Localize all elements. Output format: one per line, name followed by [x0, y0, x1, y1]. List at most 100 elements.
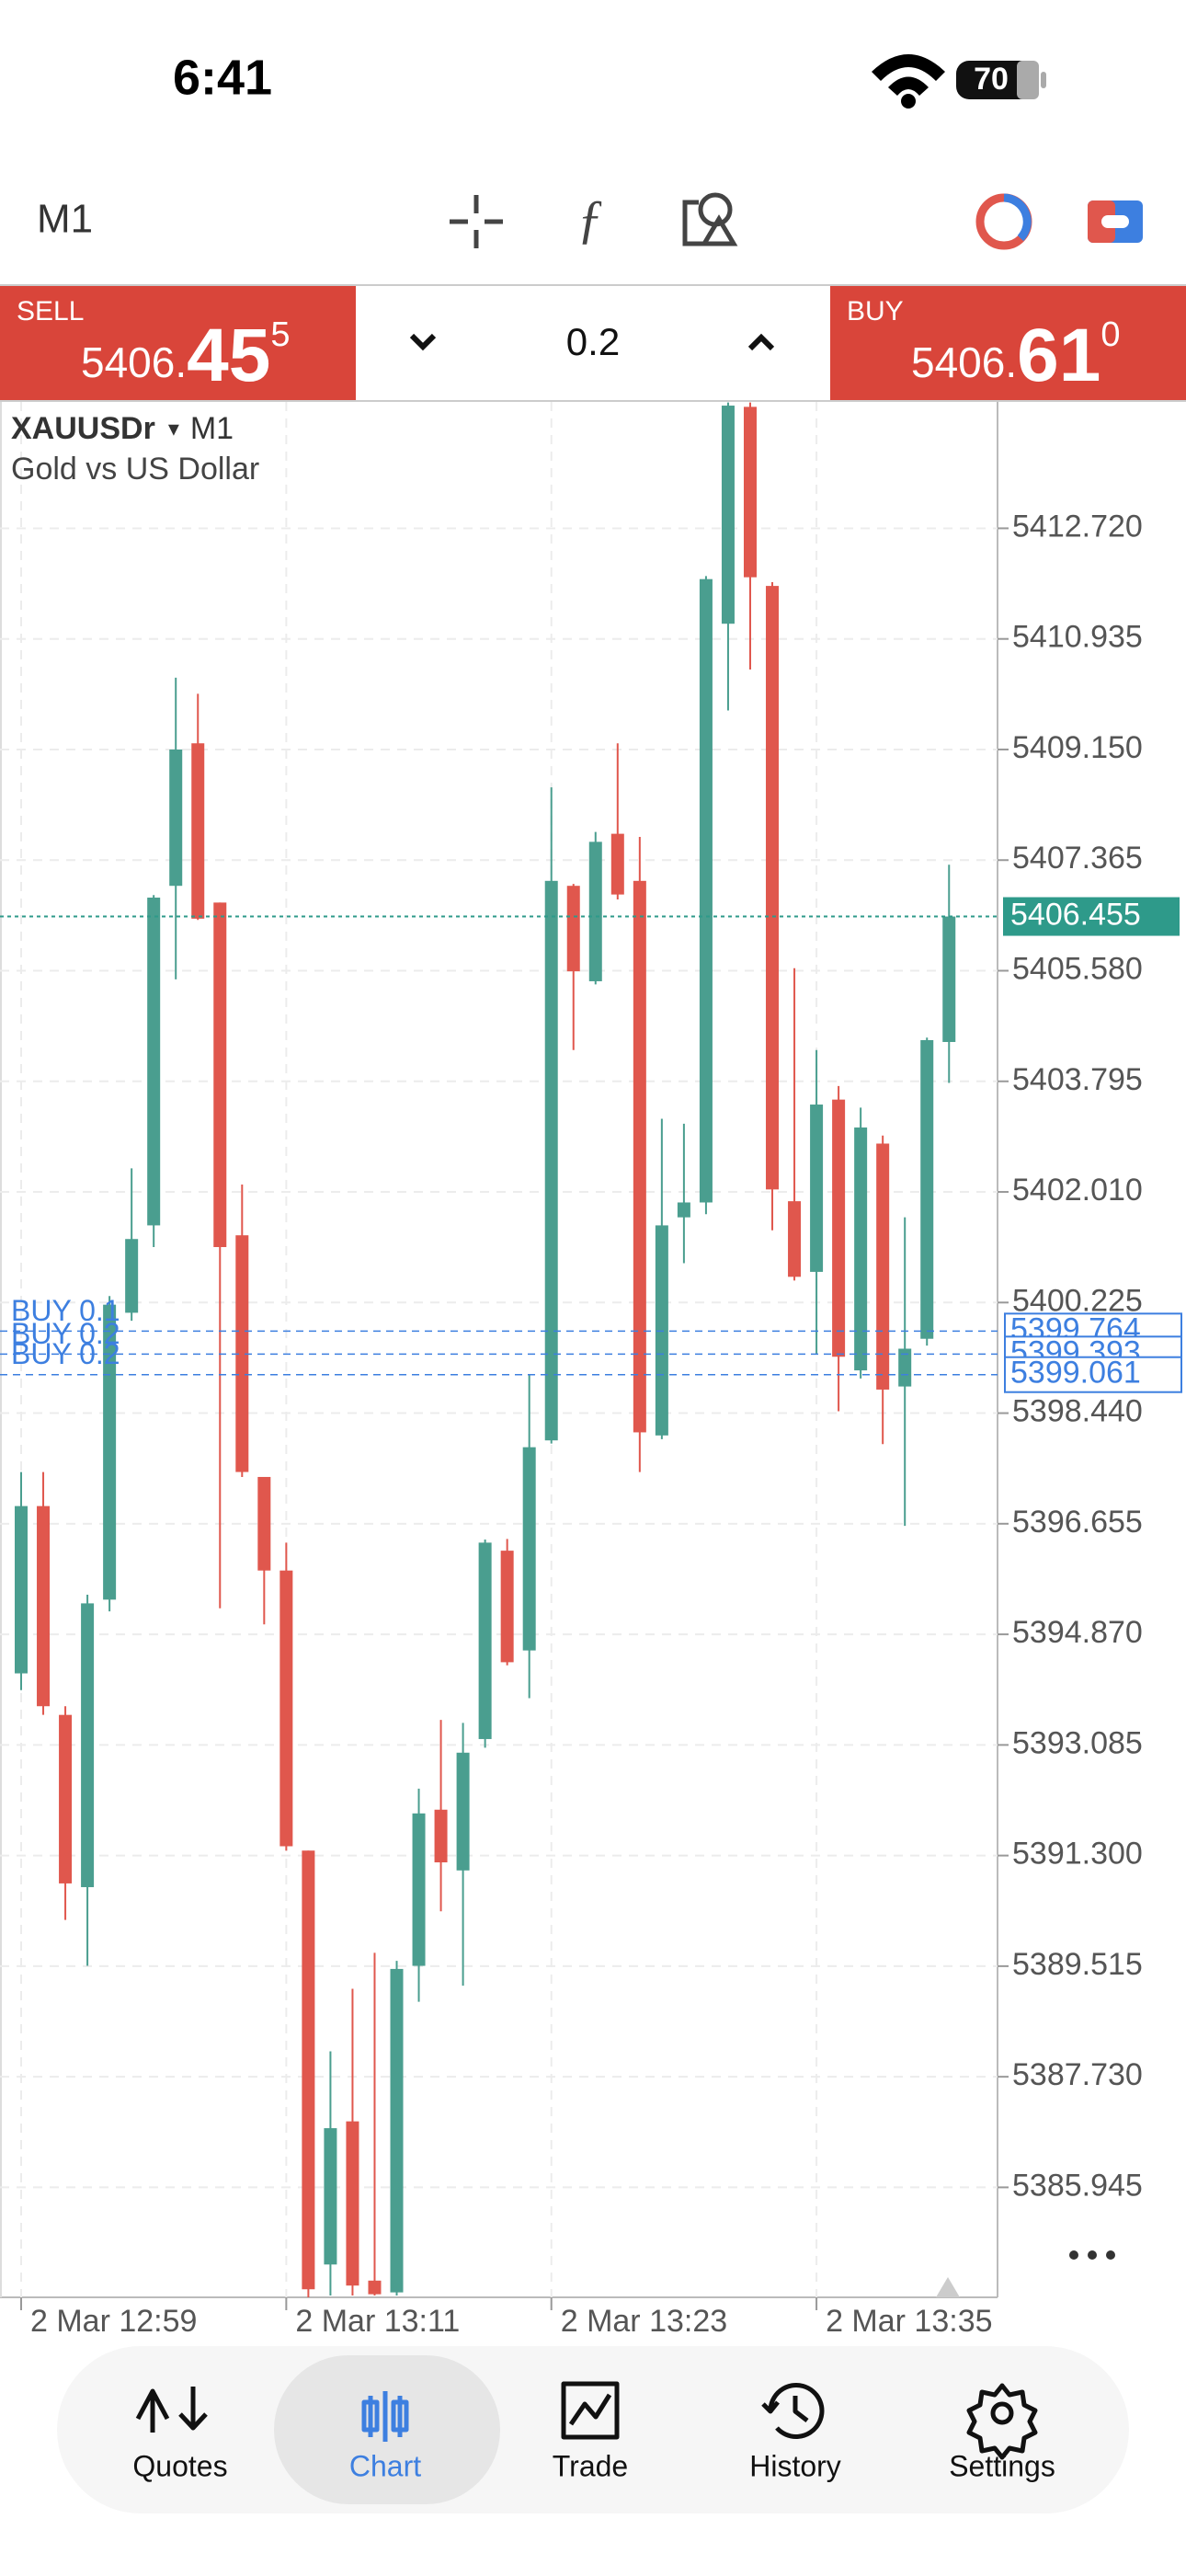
nav-label[interactable]: Quotes [132, 2449, 227, 2482]
candle-body [125, 1239, 139, 1313]
account-icon[interactable] [975, 193, 1032, 250]
order-price-label: 5399.061 [1010, 1356, 1141, 1391]
order-label: BUY 0.2 [11, 1337, 120, 1370]
x-tick-label: 2 Mar 13:11 [295, 2304, 460, 2339]
candle-body [346, 2121, 359, 2286]
current-price-label: 5406.455 [1010, 898, 1141, 933]
x-tick-label: 2 Mar 12:59 [30, 2304, 197, 2339]
candle-body [81, 1603, 95, 1887]
volume[interactable]: 0.2 [566, 320, 620, 363]
battery-cap [1041, 72, 1046, 88]
buy-price-sup: 0 [1100, 315, 1120, 354]
nav-items: Quotes Chart Trade History Settings [132, 2381, 1055, 2482]
nav-icon[interactable] [561, 2381, 620, 2440]
candle-body [235, 1235, 249, 1472]
nav-icon[interactable] [135, 2387, 208, 2433]
wifi-icon [872, 54, 945, 109]
sell-price-big: 45 [187, 314, 270, 397]
nav-icon[interactable] [966, 2383, 1038, 2460]
sell-button[interactable] [0, 286, 356, 400]
x-tick-label: 2 Mar 13:23 [561, 2304, 727, 2339]
crosshair-button[interactable] [450, 195, 503, 248]
y-tick-label: 5403.795 [1012, 1062, 1143, 1097]
symbol-marker[interactable]: ▾ [168, 417, 179, 441]
chart-header: XAUUSDr ▾ M1 [11, 411, 234, 446]
y-tick-label: 5389.515 [1012, 1947, 1143, 1982]
candle-body [37, 1506, 51, 1707]
candle-body [699, 578, 713, 1203]
candle-body [390, 1968, 404, 2293]
volume-down[interactable] [409, 333, 437, 351]
nav-icon[interactable] [761, 2382, 825, 2439]
symbol: XAUUSDr [11, 411, 155, 446]
candle-body [59, 1714, 73, 1883]
candle-body [257, 1476, 271, 1571]
candle-body [522, 1447, 536, 1651]
sell-price-main: 5406. [81, 338, 187, 386]
buy-price-big: 61 [1017, 314, 1100, 397]
buy-price-main: 5406. [911, 338, 1017, 386]
chart-timeframe: M1 [190, 411, 234, 446]
scroll-marker [936, 2277, 960, 2297]
y-tick-label: 5405.580 [1012, 951, 1143, 986]
nav-icon[interactable] [990, 2401, 1014, 2425]
candle-body [788, 1201, 802, 1277]
y-tick-label: 5407.365 [1012, 841, 1143, 876]
candle-body [191, 743, 205, 919]
y-tick-label: 5410.935 [1012, 620, 1143, 655]
chart: 5412.720 5410.935 5409.150 5407.365 5405.580… [0, 402, 1182, 2339]
order-price-box [1004, 1356, 1182, 1393]
candle-body [412, 1813, 426, 1966]
candle-body [766, 586, 780, 1190]
candle-body [500, 1551, 514, 1663]
candle-body [677, 1202, 690, 1218]
candle-body [876, 1143, 890, 1390]
candle-body [213, 902, 227, 1247]
candle-body [103, 1304, 117, 1600]
buy-label: BUY [847, 296, 904, 326]
y-tick-label: 5385.945 [1012, 2168, 1143, 2203]
candle-body [920, 1039, 934, 1339]
candle-body [721, 406, 735, 624]
objects-button[interactable] [682, 192, 738, 246]
buy-button[interactable] [830, 286, 1186, 400]
more-button[interactable] [1069, 2250, 1115, 2260]
order-label: BUY 0.2 [11, 1317, 120, 1350]
indicators-button[interactable]: ƒ [577, 189, 604, 248]
candle-body [832, 1099, 846, 1357]
nav-icon[interactable] [361, 2391, 409, 2442]
candle-body [588, 841, 602, 981]
candle-body [544, 880, 558, 1441]
symbol-description: Gold vs US Dollar [11, 452, 259, 487]
sell-label: SELL [17, 296, 84, 326]
candle-body [434, 1809, 448, 1863]
candle-body [147, 897, 161, 1226]
current-price-box [1003, 897, 1180, 936]
trade-icon[interactable] [1088, 200, 1143, 243]
candle-body [302, 1850, 315, 2290]
nav-label[interactable]: Trade [553, 2449, 628, 2482]
candle-body [743, 406, 757, 578]
candle-body [478, 1542, 492, 1739]
status-time: 6:41 [173, 50, 272, 105]
candle-body [610, 833, 624, 895]
y-tick-label: 5394.870 [1012, 1615, 1143, 1650]
y-tick-label: 5402.010 [1012, 1173, 1143, 1208]
candle-body [898, 1348, 912, 1387]
volume-up[interactable] [747, 333, 775, 351]
y-tick-label: 5391.300 [1012, 1837, 1143, 1872]
candle-body [633, 880, 646, 1433]
order-label: BUY 0.1 [11, 1294, 120, 1327]
candle-body [169, 749, 183, 887]
nav-label[interactable]: History [749, 2449, 841, 2482]
y-tick-label: 5400.225 [1012, 1283, 1143, 1318]
candle-body [279, 1570, 293, 1847]
timeframe-button[interactable]: M1 [37, 197, 93, 242]
sell-price: 5406.455 [81, 314, 290, 397]
y-tick-label: 5398.440 [1012, 1394, 1143, 1429]
candle-body [368, 2280, 382, 2295]
nav-label[interactable]: Chart [349, 2449, 421, 2482]
nav-label[interactable]: Settings [949, 2449, 1055, 2482]
